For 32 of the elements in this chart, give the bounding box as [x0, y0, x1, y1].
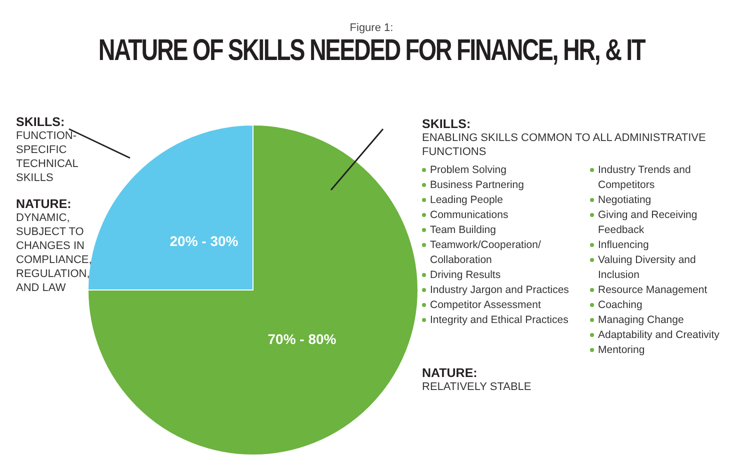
text: Driving Results	[430, 268, 501, 283]
text: Team Building	[430, 223, 496, 238]
text: Coaching	[598, 298, 642, 313]
text: Mentoring	[598, 343, 645, 358]
text: DYNAMIC, SUBJECT TO CHANGES IN COMPLIANCE, REGULATION, AND LAW	[16, 211, 93, 295]
text: Valuing Diversity and Inclusion	[598, 253, 697, 283]
text: SKILLS:	[422, 117, 472, 131]
text: Problem Solving	[430, 163, 506, 178]
text: Business Partnering	[430, 178, 524, 193]
slice-label: 70% - 80%	[268, 331, 337, 348]
text: SKILLS:	[16, 115, 66, 129]
chart-subtitle: Figure 1:	[348, 22, 394, 34]
text: Teamwork/Cooperation/ Collaboration	[430, 238, 542, 268]
text: RELATIVELY STABLE	[422, 380, 532, 394]
text: Industry Trends and Competitors	[598, 163, 692, 193]
text: Resource Management	[598, 283, 708, 298]
text: Integrity and Ethical Practices	[430, 313, 568, 328]
text: Giving and Receiving Feedback	[598, 208, 698, 238]
text: Industry Jargon and Practices	[430, 283, 569, 298]
text: NATURE:	[422, 366, 478, 380]
text: NATURE:	[16, 197, 72, 211]
text: FUNCTION-SPECIFIC TECHNICAL SKILLS	[16, 129, 79, 185]
text: Competitor Assessment	[430, 298, 541, 313]
text: Influencing	[598, 238, 649, 253]
chart-title: NATURE OF SKILLS NEEDED FOR FINANCE, HR, & IT	[97, 34, 646, 68]
text: ENABLING SKILLS COMMON TO ALL ADMINISTRATIVE FUNCTIONS	[422, 131, 707, 159]
text: Leading People	[430, 193, 503, 208]
text: Communications	[430, 208, 508, 223]
slice-label: 20% - 30%	[170, 232, 239, 249]
text: Negotiating	[598, 193, 652, 208]
text: Adaptability and Creativity	[598, 328, 720, 343]
text: Managing Change	[598, 313, 684, 328]
